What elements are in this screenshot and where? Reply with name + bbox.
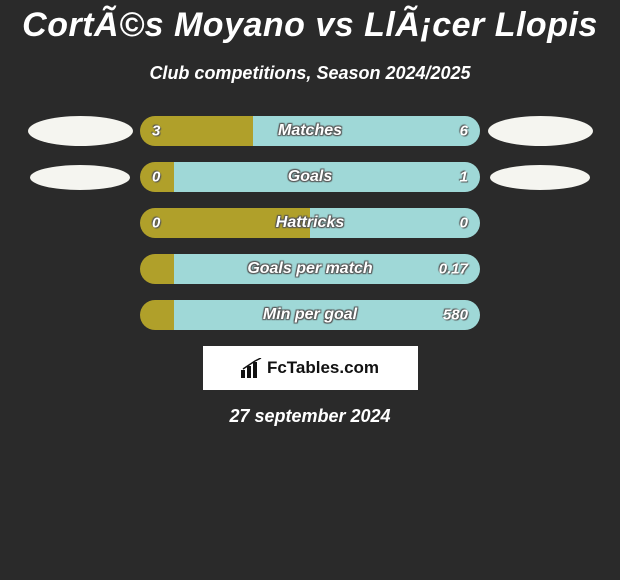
stat-value-left: 0 bbox=[152, 215, 160, 232]
stat-bar-left-seg bbox=[140, 300, 174, 330]
side-left bbox=[20, 116, 140, 146]
stat-row: Hattricks 0 0 bbox=[0, 208, 620, 238]
stat-value-right: 6 bbox=[460, 123, 468, 140]
stat-row: Min per goal 580 bbox=[0, 300, 620, 330]
logo-box: FcTables.com bbox=[203, 346, 418, 390]
stat-value-right: 580 bbox=[443, 307, 468, 324]
bar-chart-icon bbox=[241, 358, 263, 378]
stats-container: Matches 3 6 Goals 0 1 Hattricks 0 0 Goals per mat… bbox=[0, 116, 620, 330]
stat-bar: Hattricks 0 0 bbox=[140, 208, 480, 238]
date: 27 september 2024 bbox=[0, 406, 620, 427]
subtitle: Club competitions, Season 2024/2025 bbox=[0, 63, 620, 84]
stat-value-left: 3 bbox=[152, 123, 160, 140]
team-marker-right bbox=[488, 116, 593, 146]
stat-bar: Goals 0 1 bbox=[140, 162, 480, 192]
stat-bar-left-seg bbox=[140, 254, 174, 284]
stat-label: Goals per match bbox=[247, 260, 372, 278]
stat-row: Goals per match 0.17 bbox=[0, 254, 620, 284]
stat-label: Min per goal bbox=[263, 306, 357, 324]
side-right bbox=[480, 165, 600, 190]
team-marker-right bbox=[490, 165, 590, 190]
team-marker-left bbox=[28, 116, 133, 146]
stat-row: Goals 0 1 bbox=[0, 162, 620, 192]
stat-row: Matches 3 6 bbox=[0, 116, 620, 146]
stat-bar: Goals per match 0.17 bbox=[140, 254, 480, 284]
stat-value-right: 0 bbox=[460, 215, 468, 232]
side-left bbox=[20, 165, 140, 190]
team-marker-left bbox=[30, 165, 130, 190]
side-right bbox=[480, 116, 600, 146]
stat-bar: Min per goal 580 bbox=[140, 300, 480, 330]
stat-value-right: 1 bbox=[460, 169, 468, 186]
logo: FcTables.com bbox=[241, 358, 379, 378]
stat-value-right: 0.17 bbox=[439, 261, 468, 278]
page-title: CortÃ©s Moyano vs LlÃ¡cer Llopis bbox=[0, 0, 620, 45]
stat-label: Goals bbox=[288, 168, 332, 186]
stat-value-left: 0 bbox=[152, 169, 160, 186]
stat-label: Hattricks bbox=[276, 214, 344, 232]
stat-bar: Matches 3 6 bbox=[140, 116, 480, 146]
logo-text: FcTables.com bbox=[267, 358, 379, 378]
stat-label: Matches bbox=[278, 122, 342, 140]
